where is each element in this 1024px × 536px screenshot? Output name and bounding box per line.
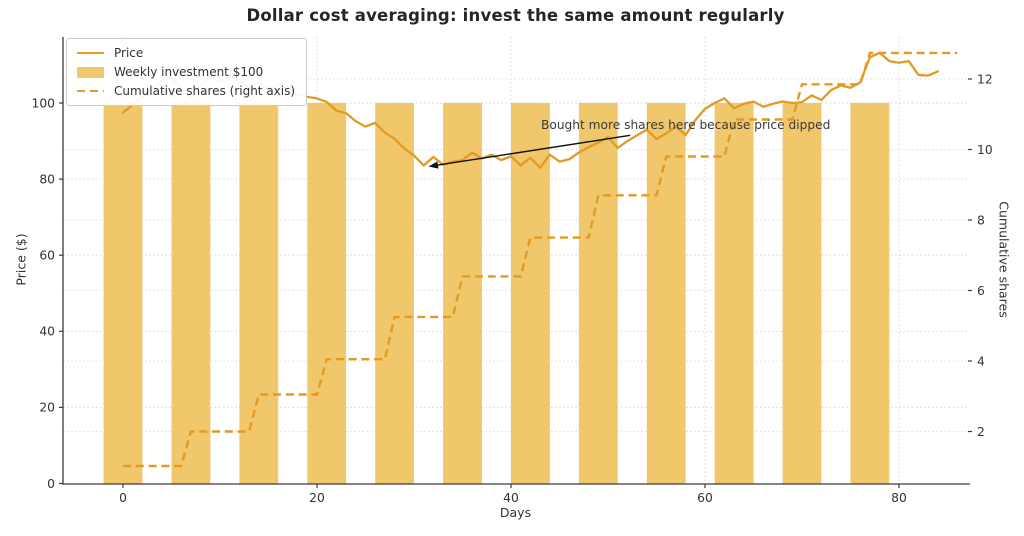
investment-bar	[578, 103, 618, 484]
legend-item-cumulative-shares: Cumulative shares (right axis)	[77, 84, 295, 98]
investment-bar-swatch	[77, 66, 104, 78]
annotation-arrow-head	[428, 161, 439, 169]
legend-label-price: Price	[114, 46, 144, 60]
bottom-tick-label: 0	[119, 491, 127, 505]
bottom-tick-label: 20	[309, 491, 325, 505]
legend-label-weekly-investment: Weekly investment $100	[114, 65, 264, 79]
investment-bar	[511, 103, 550, 484]
cumulative-shares-line	[123, 51, 958, 468]
left-tick-label: 0	[47, 477, 55, 491]
investment-bar	[103, 103, 143, 484]
investment-bar	[443, 103, 482, 484]
left-tick-label: 20	[39, 401, 55, 415]
bottom-tick-label: 40	[503, 491, 519, 505]
cumulative-shares-swatch	[77, 89, 104, 93]
price-line-swatch	[77, 52, 104, 54]
right-tick-label: 12	[977, 72, 993, 86]
x-axis-title: Days	[499, 505, 532, 520]
investment-bar	[850, 103, 890, 484]
annotation-arrow-line	[437, 134, 631, 166]
annotation-text: Bought more shares here because price di…	[541, 118, 831, 132]
right-tick-label: 8	[977, 213, 985, 227]
right-tick-label: 6	[977, 284, 985, 298]
bottom-tick-label: 80	[891, 491, 907, 505]
legend-item-weekly-investment: Weekly investment $100	[77, 65, 295, 79]
legend-label-cumulative-shares: Cumulative shares (right axis)	[114, 84, 296, 98]
right-tick-label: 4	[977, 354, 985, 368]
legend-item-price: Price	[77, 46, 295, 60]
legend: Price Weekly investment $100 Cumulative …	[66, 38, 308, 106]
bottom-tick-label: 60	[697, 491, 713, 505]
investment-bar	[782, 103, 822, 484]
left-tick-label: 100	[32, 96, 55, 110]
left-tick-label: 40	[39, 325, 55, 339]
chart-title: Dollar cost averaging: invest the same a…	[246, 6, 785, 25]
investment-bar	[307, 103, 347, 484]
investment-bar	[646, 103, 686, 484]
investment-bar	[239, 103, 279, 484]
right-tick-label: 2	[977, 425, 985, 439]
left-tick-label: 80	[39, 172, 55, 186]
left-axis-title: Price ($)	[13, 233, 29, 286]
right-tick-label: 10	[977, 143, 993, 157]
investment-bar	[375, 103, 414, 484]
right-axis-title: Cumulative shares	[996, 201, 1012, 318]
investment-bar	[171, 103, 211, 484]
left-tick-label: 60	[39, 249, 55, 263]
investment-bar	[714, 103, 754, 484]
